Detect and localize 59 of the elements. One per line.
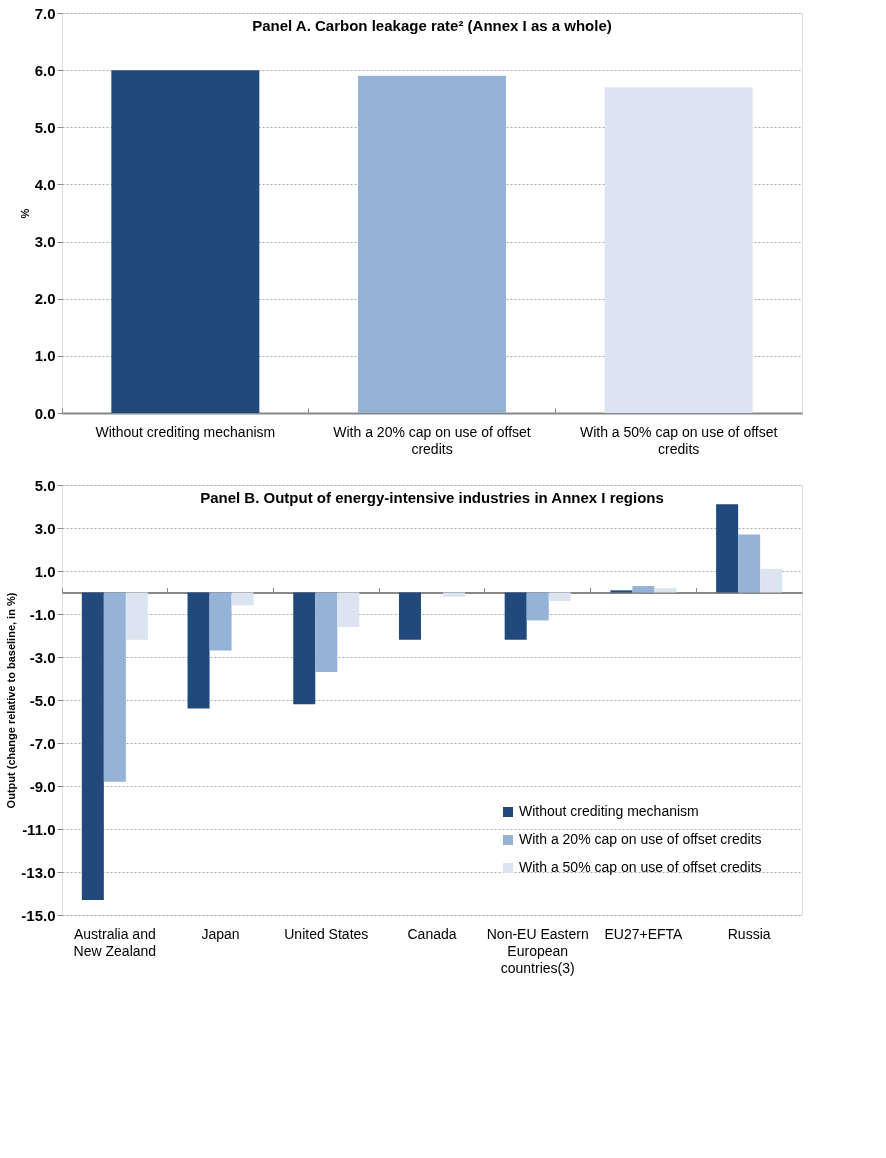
y-tick-label: -9.0 [29, 777, 56, 795]
y-axis-title: Output (change relative to baseline, in %) [5, 592, 18, 809]
bar [337, 592, 360, 627]
y-tick-label: 2.0 [34, 290, 56, 308]
bar [187, 592, 210, 709]
y-tick-label: 3.0 [34, 233, 56, 251]
y-tick-label: -11.0 [22, 820, 56, 838]
legend-label: With a 50% cap on use of offset credits [519, 859, 762, 875]
bar [760, 568, 783, 593]
bar [111, 70, 260, 413]
x-tick-label: Australia and New Zealand [73, 925, 157, 959]
x-tick-label: Canada [407, 925, 457, 942]
bar [358, 75, 506, 413]
y-tick-label: 5.0 [34, 118, 56, 136]
y-tick-label: -13.0 [21, 863, 56, 881]
legend-label: Without crediting mechanism [519, 803, 699, 819]
bar [504, 592, 527, 640]
y-tick-label: 4.0 [34, 175, 56, 193]
y-tick-label: 6.0 [34, 61, 56, 79]
y-axis-title: % [18, 208, 31, 219]
bar [632, 586, 655, 593]
x-tick-label: Japan [201, 925, 240, 942]
x-tick-label: With a 20% cap on use of offset credits [333, 423, 531, 457]
bar [548, 592, 571, 602]
bar [716, 504, 739, 593]
y-tick-label: 5.0 [34, 476, 56, 494]
legend-label: With a 20% cap on use of offset credits [519, 831, 762, 847]
x-tick-label: Non-EU Eastern European countries(3) [486, 925, 589, 976]
x-tick-label: Russia [727, 925, 771, 942]
y-tick-label: 0.0 [34, 404, 56, 422]
bar [103, 592, 126, 782]
bar [125, 592, 148, 640]
y-tick-label: -7.0 [29, 734, 56, 752]
y-tick-label: 1.0 [34, 347, 56, 365]
bar [526, 592, 549, 621]
bar [81, 592, 104, 900]
bar [315, 592, 338, 673]
bar [293, 592, 316, 705]
x-tick-label: United States [284, 925, 369, 942]
chart-title: Panel A. Carbon leakage rate² (Annex I as a whole) [252, 17, 612, 34]
y-tick-label: 1.0 [34, 562, 56, 580]
y-tick-label: -3.0 [29, 648, 56, 666]
x-tick-label: With a 50% cap on use of offset credits [579, 423, 778, 457]
chart-title: Panel B. Output of energy-intensive industries in Annex I regions [200, 489, 664, 506]
y-tick-label: 7.0 [34, 4, 56, 22]
bar [209, 592, 232, 651]
bar [604, 87, 753, 413]
y-tick-label: -5.0 [29, 691, 56, 709]
bar [231, 592, 254, 606]
bar [738, 534, 761, 593]
y-tick-label: -1.0 [29, 605, 56, 623]
bar [654, 588, 677, 593]
bar [443, 592, 466, 597]
x-tick-label: EU27+EFTA [604, 925, 684, 942]
bar [398, 592, 421, 640]
x-tick-label: Without crediting mechanism [95, 423, 276, 440]
y-tick-label: -15.0 [21, 906, 56, 924]
bar [610, 590, 633, 593]
y-tick-label: 3.0 [34, 519, 56, 537]
